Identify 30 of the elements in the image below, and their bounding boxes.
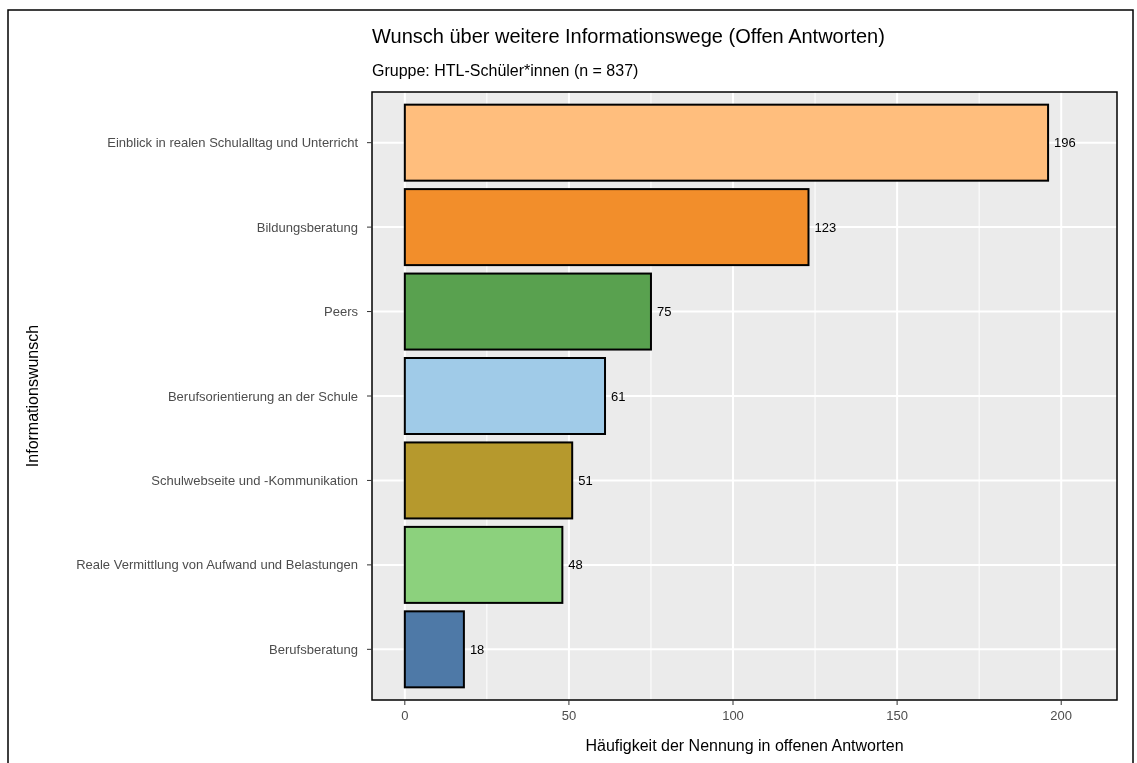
y-tick-label: Reale Vermittlung von Aufwand und Belastungen bbox=[76, 557, 358, 573]
y-axis-title: Informationswunsch bbox=[24, 324, 41, 468]
bar bbox=[403, 357, 607, 435]
y-tick-label: Bildungsberatung bbox=[256, 219, 358, 235]
x-tick-label: 100 bbox=[722, 708, 744, 723]
data-label: 61 bbox=[611, 388, 626, 404]
data-label: 51 bbox=[578, 472, 593, 488]
chart-title: Wunsch über weitere Informationswege (Offen Antworten) bbox=[372, 25, 885, 47]
x-tick-label: 0 bbox=[401, 708, 409, 723]
y-tick-label: Schulwebseite und -Kommunikation bbox=[151, 472, 358, 488]
bar bbox=[403, 272, 652, 351]
bar bbox=[403, 610, 465, 689]
bar bbox=[403, 103, 1050, 182]
data-label: 196 bbox=[1054, 135, 1076, 151]
y-tick-label: Berufsorientierung an der Schule bbox=[167, 388, 358, 404]
y-tick-label: Einblick in realen Schulalltag und Unterricht bbox=[107, 135, 359, 151]
y-tick-label: Peers bbox=[324, 304, 359, 320]
data-label: 18 bbox=[469, 641, 485, 657]
bar bbox=[403, 525, 564, 604]
x-tick-label: 50 bbox=[561, 708, 577, 723]
data-label: 48 bbox=[568, 557, 583, 573]
y-tick-label: Berufsberatung bbox=[269, 641, 358, 657]
data-label: 123 bbox=[814, 219, 837, 235]
bar bbox=[403, 188, 810, 267]
data-label: 75 bbox=[656, 304, 672, 320]
bar bbox=[403, 441, 574, 520]
x-tick-label: 150 bbox=[886, 708, 908, 723]
chart-subtitle: Gruppe: HTL-Schüler*innen (n = 837) bbox=[372, 62, 639, 79]
x-tick-label: 200 bbox=[1050, 708, 1073, 723]
x-axis-title: Häufigkeit der Nennung in offenen Antworten bbox=[585, 737, 904, 754]
